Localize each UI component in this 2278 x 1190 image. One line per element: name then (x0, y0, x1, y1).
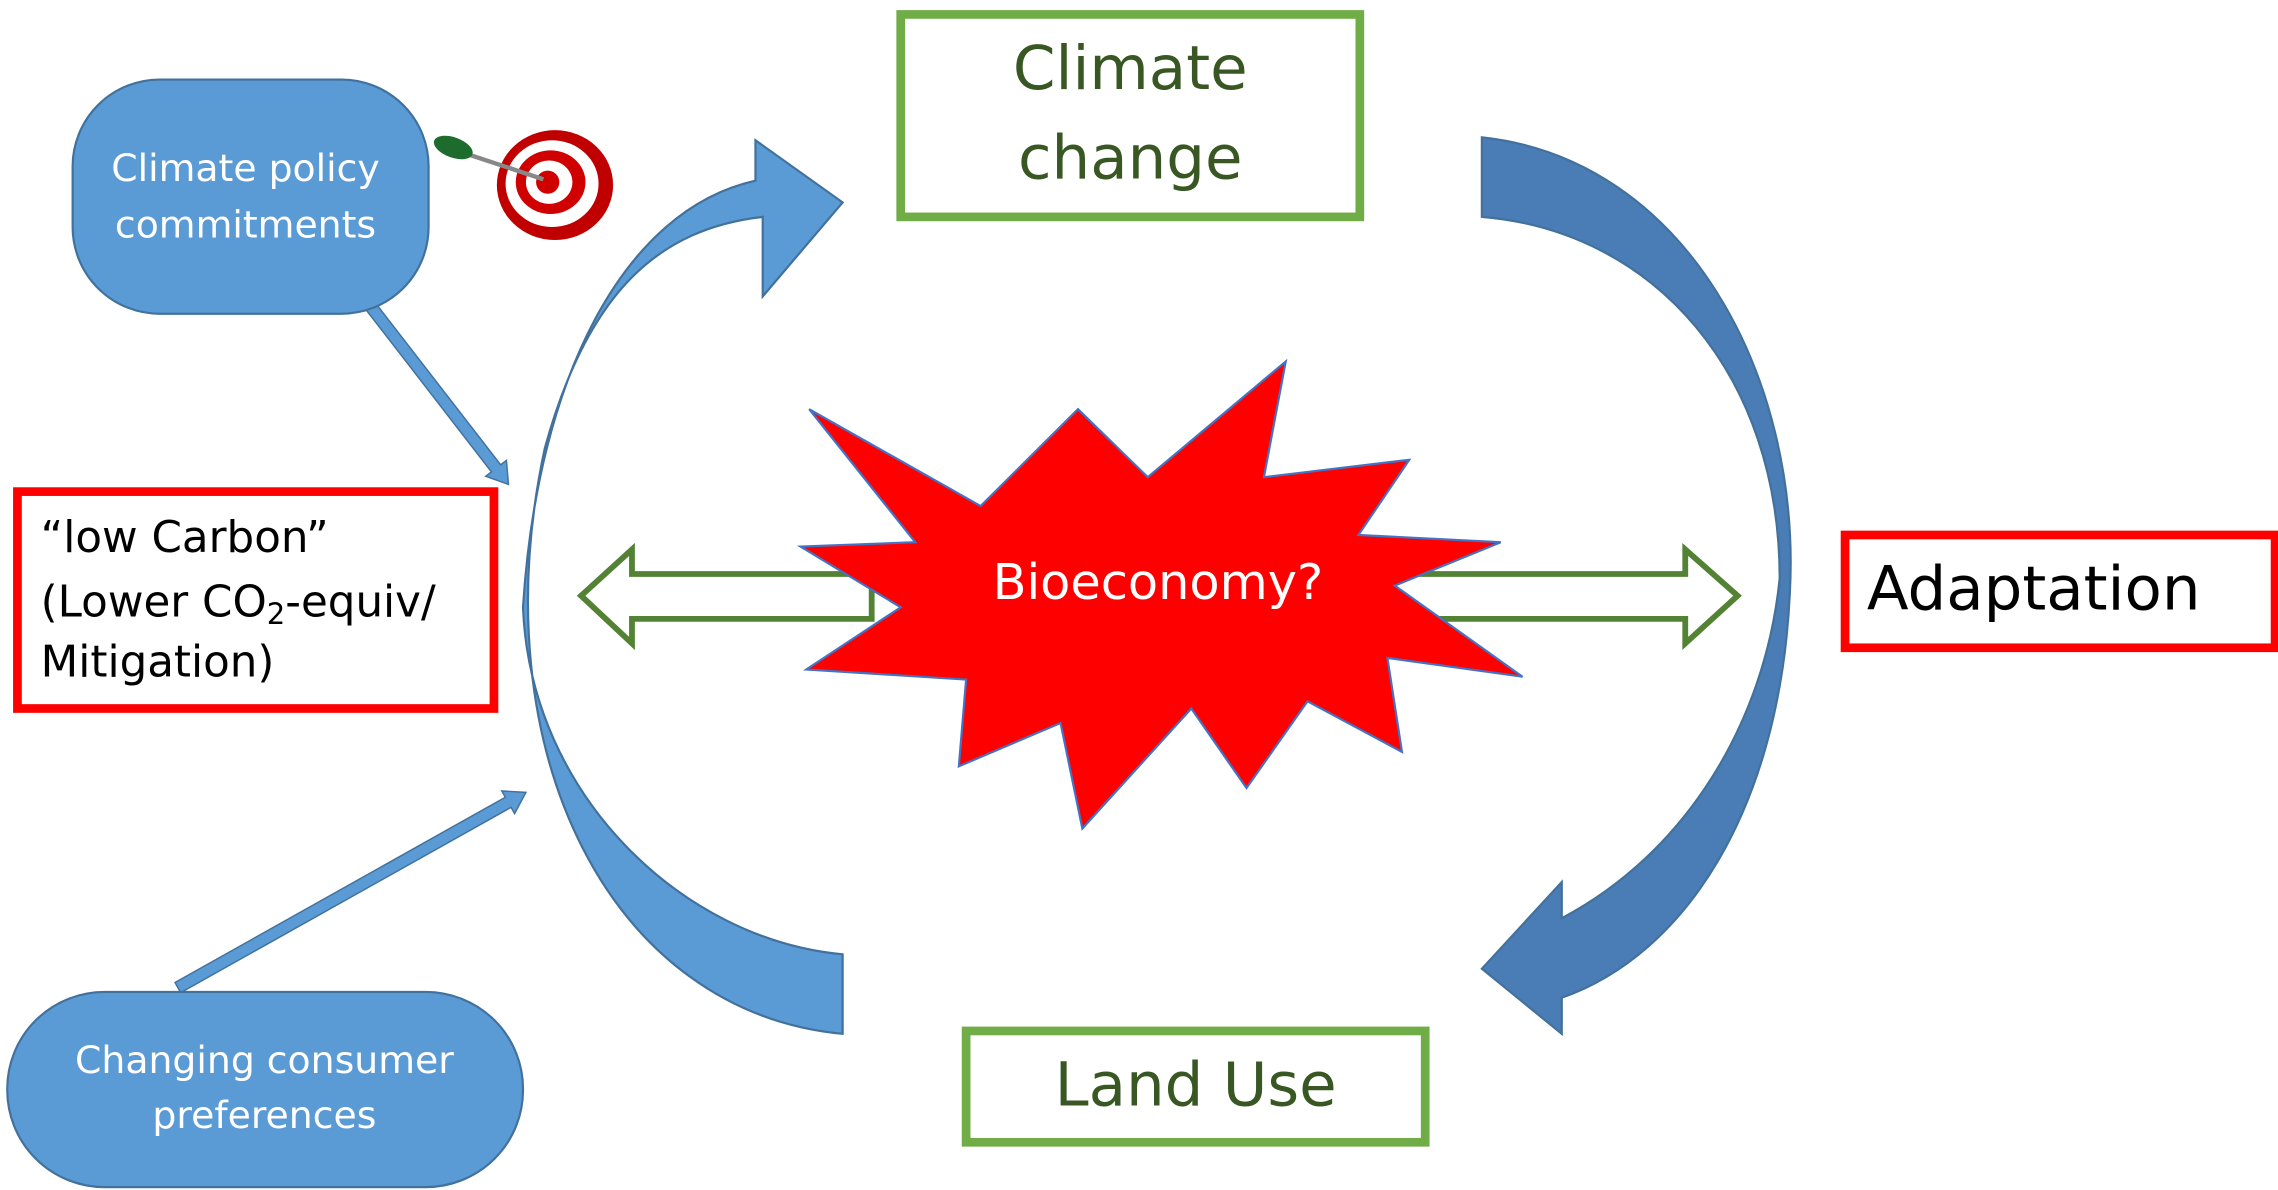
text-part: -equiv/ (285, 577, 436, 627)
node-label: change (1018, 123, 1243, 194)
node-label: preferences (152, 1093, 376, 1137)
node-label: Changing consumer (75, 1038, 454, 1082)
node-label: Bioeconomy? (993, 553, 1324, 611)
node-label: Land Use (1055, 1049, 1337, 1120)
node-label: (Lower CO2-equiv/ (41, 577, 436, 631)
node-label: commitments (115, 203, 376, 247)
thin-arrow (171, 781, 532, 999)
target-icon (431, 130, 613, 240)
diagram: Bioeconomy? Climate change Land Use Adap… (0, 0, 2278, 1190)
node-label: Adaptation (1867, 554, 2201, 625)
node-label: “low Carbon” (41, 513, 329, 563)
subscript: 2 (267, 597, 285, 631)
node-label: Climate policy (111, 146, 379, 190)
node-label: Mitigation) (41, 638, 275, 688)
node-label: Climate (1013, 33, 1248, 104)
text-part: (Lower CO (41, 577, 267, 627)
node-shape (73, 80, 429, 314)
node-shape (7, 992, 523, 1187)
